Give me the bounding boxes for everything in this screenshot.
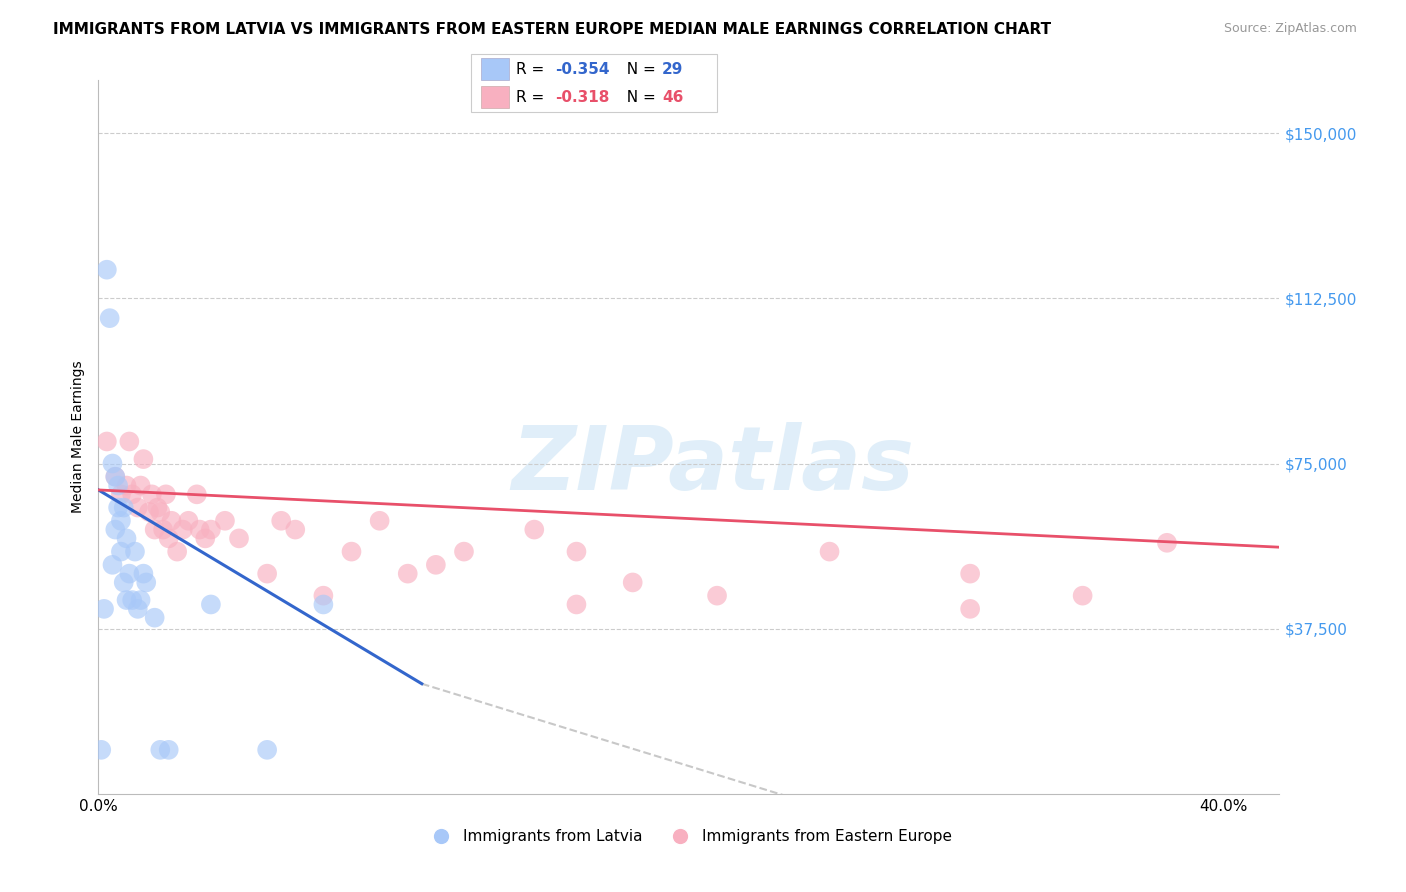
Legend: Immigrants from Latvia, Immigrants from Eastern Europe: Immigrants from Latvia, Immigrants from …: [420, 823, 957, 850]
Point: [565, 544, 588, 558]
Point: [256, 743, 278, 757]
Point: [149, 743, 172, 757]
Point: [453, 544, 475, 558]
Point: [157, 532, 180, 546]
Point: [959, 602, 981, 616]
Point: [110, 487, 132, 501]
Point: [1071, 589, 1094, 603]
Point: [312, 589, 335, 603]
Point: [90, 743, 112, 757]
Point: [93, 602, 115, 616]
Text: -0.354: -0.354: [555, 62, 610, 77]
Point: [104, 469, 127, 483]
Point: [101, 457, 124, 471]
Point: [141, 487, 163, 501]
Point: [706, 589, 728, 603]
Point: [188, 523, 211, 537]
Point: [118, 434, 141, 449]
Text: 46: 46: [662, 89, 683, 104]
Point: [101, 558, 124, 572]
Point: [200, 523, 222, 537]
Point: [127, 602, 149, 616]
Point: [621, 575, 644, 590]
Text: -0.318: -0.318: [555, 89, 610, 104]
Point: [166, 544, 188, 558]
Point: [270, 514, 292, 528]
Text: N =: N =: [617, 62, 661, 77]
Point: [177, 514, 200, 528]
Point: [368, 514, 391, 528]
Point: [340, 544, 363, 558]
Point: [143, 523, 166, 537]
Point: [115, 478, 138, 492]
Point: [523, 523, 546, 537]
Point: [194, 532, 217, 546]
Text: R =: R =: [516, 62, 550, 77]
Point: [396, 566, 419, 581]
Point: [98, 311, 121, 326]
Text: IMMIGRANTS FROM LATVIA VS IMMIGRANTS FROM EASTERN EUROPE MEDIAN MALE EARNINGS CO: IMMIGRANTS FROM LATVIA VS IMMIGRANTS FRO…: [53, 22, 1052, 37]
Point: [425, 558, 447, 572]
Point: [107, 500, 129, 515]
Point: [135, 575, 157, 590]
Text: Source: ZipAtlas.com: Source: ZipAtlas.com: [1223, 22, 1357, 36]
Text: R =: R =: [516, 89, 550, 104]
Point: [104, 523, 127, 537]
Point: [152, 523, 174, 537]
Point: [284, 523, 307, 537]
Point: [129, 478, 152, 492]
Point: [228, 532, 250, 546]
Point: [127, 500, 149, 515]
Point: [121, 593, 143, 607]
Point: [132, 566, 155, 581]
Point: [149, 505, 172, 519]
Point: [132, 452, 155, 467]
Point: [104, 469, 127, 483]
Point: [107, 478, 129, 492]
Point: [110, 544, 132, 558]
Point: [112, 575, 135, 590]
Text: ZIPatlas: ZIPatlas: [510, 422, 914, 509]
Point: [138, 505, 160, 519]
Point: [565, 598, 588, 612]
Point: [115, 593, 138, 607]
Point: [1156, 536, 1178, 550]
Point: [96, 262, 118, 277]
Point: [186, 487, 208, 501]
Point: [110, 514, 132, 528]
Point: [143, 610, 166, 624]
Point: [157, 743, 180, 757]
Point: [118, 566, 141, 581]
Point: [214, 514, 236, 528]
Point: [112, 500, 135, 515]
Point: [959, 566, 981, 581]
Point: [96, 434, 118, 449]
Point: [146, 500, 169, 515]
Y-axis label: Median Male Earnings: Median Male Earnings: [72, 360, 86, 514]
Point: [129, 593, 152, 607]
Point: [160, 514, 183, 528]
Point: [200, 598, 222, 612]
Point: [124, 544, 146, 558]
Point: [115, 532, 138, 546]
Point: [155, 487, 177, 501]
Point: [256, 566, 278, 581]
Text: 29: 29: [662, 62, 683, 77]
Point: [312, 598, 335, 612]
Text: N =: N =: [617, 89, 661, 104]
Point: [172, 523, 194, 537]
Point: [818, 544, 841, 558]
Point: [121, 487, 143, 501]
